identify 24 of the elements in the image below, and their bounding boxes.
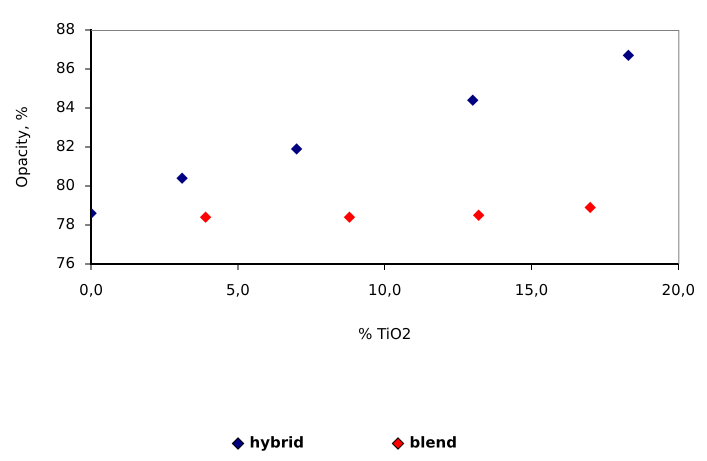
- x-tick-label: 20,0: [662, 280, 696, 299]
- y-tick-label: 82: [56, 136, 76, 155]
- y-tick-label: 76: [56, 254, 76, 272]
- point: [584, 202, 596, 213]
- x-tick-label: 0,0: [79, 280, 104, 299]
- legend-label: hybrid: [250, 433, 304, 452]
- point: [344, 212, 355, 223]
- point: [200, 212, 212, 223]
- y-tick-label: 88: [56, 20, 76, 38]
- x-axis-title: % TiO2: [358, 324, 412, 343]
- point: [622, 50, 634, 61]
- x-tick-label: 15,0: [514, 280, 548, 299]
- x-tick-label: 5,0: [226, 280, 250, 299]
- point: [176, 172, 188, 184]
- y-tick-label: 86: [56, 58, 76, 77]
- point: [467, 94, 478, 106]
- y-tick-label: 78: [56, 214, 76, 233]
- y-tick-label: 80: [56, 176, 76, 194]
- legend-label: blend: [410, 433, 457, 452]
- y-tick-label: 84: [56, 98, 76, 116]
- point: [291, 143, 302, 154]
- point: [473, 210, 484, 221]
- x-tick-label: 10,0: [368, 280, 402, 299]
- y-axis-title: Opacity, %: [12, 106, 31, 188]
